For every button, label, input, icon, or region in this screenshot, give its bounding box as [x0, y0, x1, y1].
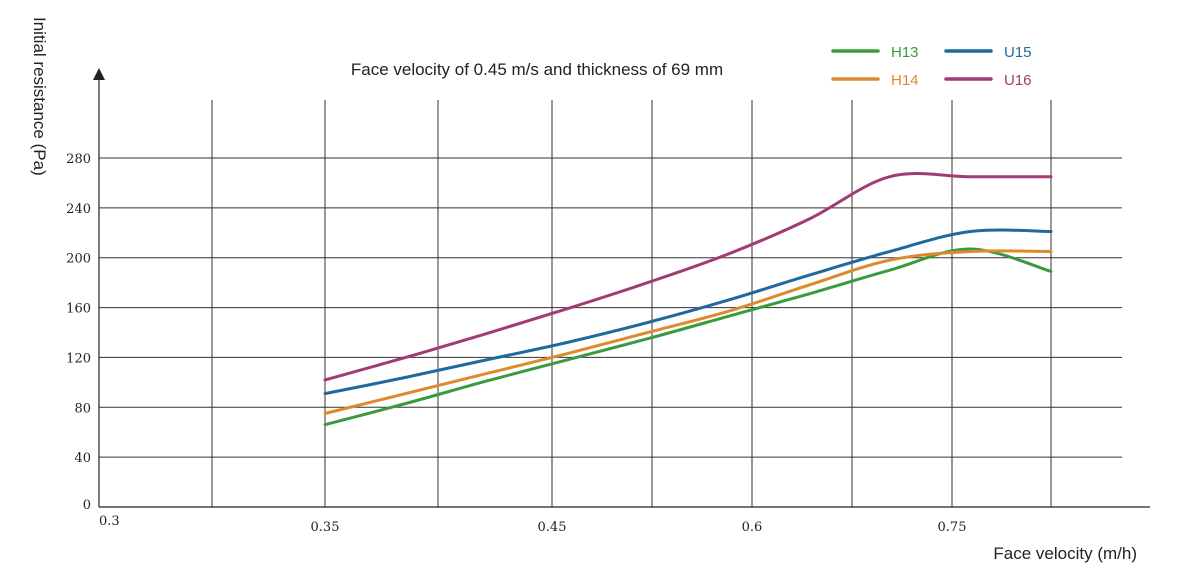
- legend-label-h14: H14: [891, 72, 919, 89]
- series-line-u16: [323, 172, 1053, 382]
- legend: H13 H14 U15 U16: [831, 44, 1032, 89]
- x-tick-labels: 0.3 0.35 0.45 0.6 0.75: [99, 514, 966, 535]
- y-tick-label: 120: [66, 351, 91, 366]
- chart-title: Face velocity of 0.45 m/s and thickness …: [351, 60, 723, 79]
- series-line-h14: [323, 249, 1053, 415]
- legend-label-u15: U15: [1004, 44, 1032, 61]
- x-axis-title: Face velocity (m/h): [993, 544, 1137, 563]
- x-tick-label: 0.35: [311, 520, 340, 535]
- legend-label-h13: H13: [891, 44, 919, 61]
- axes: [93, 68, 1150, 508]
- y-tick-label: 240: [66, 202, 91, 217]
- x-tick-label: 0.6: [742, 520, 763, 535]
- x-tick-label: 0.75: [938, 520, 967, 535]
- series-line-h13: [323, 247, 1053, 427]
- y-tick-label: 160: [66, 302, 91, 317]
- grid: [99, 100, 1122, 507]
- y-tick-label: 80: [74, 401, 91, 416]
- y-tick-label: 200: [66, 252, 91, 267]
- y-axis-title: Initial resistance (Pa): [30, 17, 49, 176]
- legend-label-u16: U16: [1004, 72, 1032, 89]
- y-tick-label: 0: [83, 498, 91, 513]
- x-tick-label: 0.45: [538, 520, 567, 535]
- series-lines: [323, 172, 1053, 427]
- y-tick-labels: 0 40 80 120 160 200 240 280: [66, 152, 91, 513]
- y-axis-arrow-icon: [93, 68, 105, 80]
- y-tick-label: 280: [66, 152, 91, 167]
- series-line-u15: [323, 228, 1053, 396]
- x-tick-label: 0.3: [99, 514, 120, 529]
- y-tick-label: 40: [74, 451, 91, 466]
